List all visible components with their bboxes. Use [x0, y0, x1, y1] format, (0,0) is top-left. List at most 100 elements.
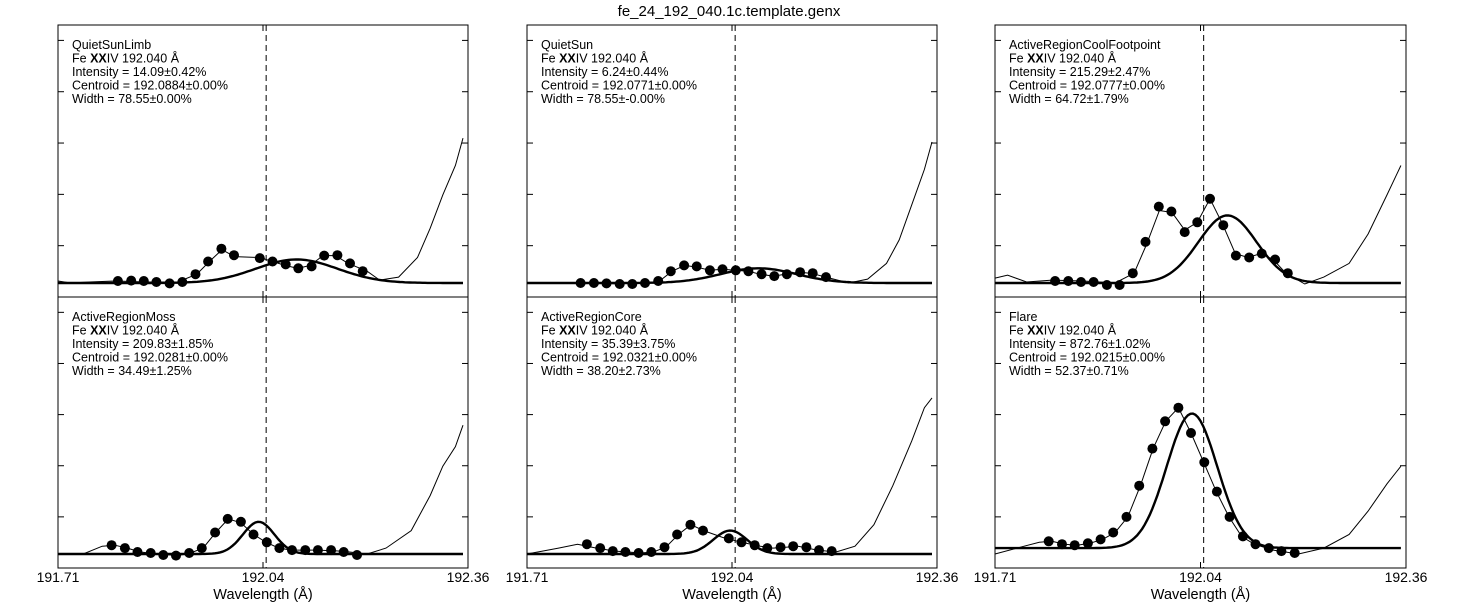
data-point [300, 545, 311, 556]
data-point [210, 527, 221, 538]
gaussian-fit-line [58, 258, 463, 285]
panel-title: ActiveRegionCore [541, 310, 642, 324]
panel-title: QuietSun [541, 38, 593, 52]
fit-stat: Intensity = 6.24±0.44% [541, 65, 668, 79]
data-point [1205, 193, 1215, 204]
line-label: Fe XXIV 192.040 Å [72, 323, 180, 338]
fit-stat: Intensity = 209.83±1.85% [72, 337, 213, 351]
line-label: Fe XXIV 192.040 Å [72, 51, 180, 66]
fit-stat: Centroid = 192.0215±0.00% [1009, 351, 1165, 365]
x-tick-label: 192.04 [1179, 569, 1222, 585]
data-point [769, 271, 780, 282]
data-point [1192, 217, 1203, 228]
data-point [145, 548, 156, 558]
data-point [1244, 252, 1255, 263]
data-point [1147, 443, 1158, 454]
data-point [119, 543, 130, 554]
data-point [775, 542, 786, 553]
data-point [312, 545, 323, 556]
data-point [274, 543, 285, 554]
data-point [653, 276, 664, 286]
line-label: Fe XXIV 192.040 Å [1009, 51, 1117, 66]
data-point [1276, 546, 1287, 557]
model-spectrum-line [526, 141, 933, 285]
data-point [685, 519, 696, 530]
fit-stat: Width = 78.55±-0.00% [541, 92, 665, 106]
data-point [1250, 539, 1261, 550]
data-point [184, 548, 195, 558]
data-point [575, 278, 586, 288]
fit-stat: Intensity = 872.76±1.02% [1009, 337, 1150, 351]
data-point [177, 277, 188, 287]
data-point [267, 256, 278, 267]
x-tick-label: 191.71 [37, 569, 80, 585]
data-point [203, 256, 214, 267]
data-point [1166, 206, 1177, 217]
data-point [254, 253, 265, 264]
data-point [1043, 536, 1054, 547]
gaussian-fit-line [58, 520, 463, 556]
x-tick-label: 192.04 [242, 569, 285, 585]
x-axis-label: Wavelength (Å) [1151, 586, 1250, 603]
data-point [1173, 402, 1184, 413]
data-point [1121, 511, 1132, 522]
data-point [826, 546, 837, 557]
data-point [607, 546, 618, 557]
data-point [287, 545, 297, 556]
data-point [1127, 268, 1138, 279]
data-point [588, 278, 599, 288]
data-point [743, 266, 754, 277]
data-point [1057, 539, 1067, 550]
gaussian-fit-line [527, 529, 932, 556]
data-point [807, 268, 818, 279]
data-point [216, 243, 227, 254]
data-point [151, 277, 162, 287]
data-point [795, 267, 806, 278]
data-point [261, 537, 272, 548]
fit-stat: Width = 38.20±2.73% [541, 364, 661, 378]
data-point [1199, 457, 1210, 468]
fit-stat: Intensity = 14.09±0.42% [72, 65, 206, 79]
data-point [352, 550, 362, 560]
panel-title: ActiveRegionCoolFootpoint [1009, 38, 1161, 52]
data-point [1114, 280, 1125, 290]
line-label: Fe XXIV 192.040 Å [541, 51, 649, 66]
data-point [1088, 277, 1099, 287]
data-point [106, 540, 117, 551]
data-point [1082, 538, 1093, 549]
data-point [723, 533, 734, 544]
data-point [736, 537, 747, 548]
x-axis-label: Wavelength (Å) [682, 586, 781, 603]
gaussian-fit-line [995, 412, 1401, 550]
data-point [1076, 277, 1086, 287]
data-point [672, 529, 683, 540]
data-point [781, 269, 792, 280]
data-point [1218, 220, 1229, 231]
data-point [756, 269, 767, 280]
data-point [171, 550, 181, 561]
data-point [319, 250, 330, 261]
data-point [627, 279, 638, 289]
data-point [1101, 280, 1112, 290]
fit-stat: Centroid = 192.0884±0.00% [72, 79, 228, 93]
data-point [1230, 250, 1241, 261]
x-axis-label: Wavelength (Å) [213, 586, 312, 603]
x-tick-label: 192.04 [711, 569, 754, 585]
data-point [1289, 548, 1300, 558]
fit-stat: Width = 64.72±1.79% [1009, 92, 1129, 106]
data-point [126, 275, 137, 286]
data-point [1237, 531, 1248, 542]
data-point [698, 525, 708, 536]
data-point [196, 543, 207, 554]
data-point [1050, 276, 1061, 286]
panel-title: QuietSunLimb [72, 38, 151, 52]
data-point [1282, 268, 1293, 279]
data-point [1108, 527, 1119, 538]
fit-stat: Intensity = 215.29±2.47% [1009, 65, 1150, 79]
data-point [679, 260, 690, 271]
data-point [620, 547, 631, 557]
data-point [1069, 540, 1080, 551]
